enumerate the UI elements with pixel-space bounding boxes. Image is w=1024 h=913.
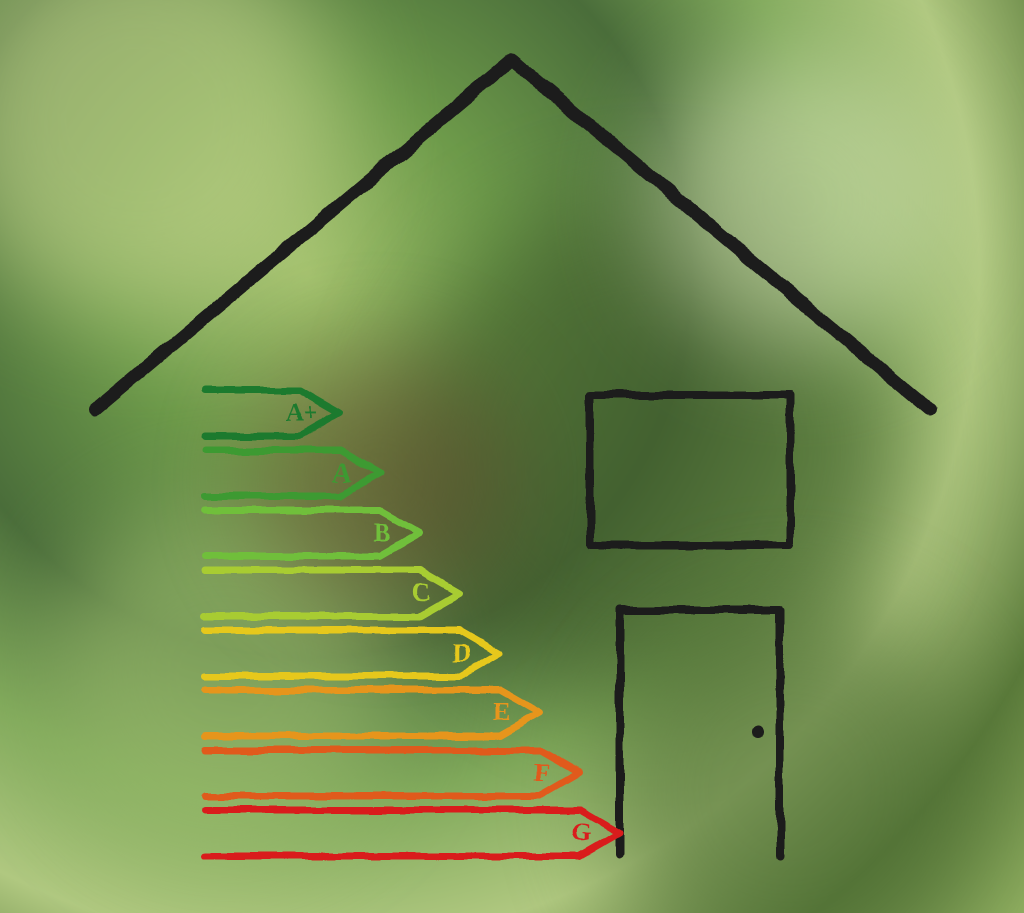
rating-arrow-aplus bbox=[205, 390, 340, 436]
energy-rating-bars: A+ A B C D E F G bbox=[205, 390, 620, 856]
rating-label-c: C bbox=[413, 578, 432, 607]
rating-arrow-a bbox=[205, 450, 380, 496]
energy-house-diagram: A+ A B C D E F G bbox=[0, 0, 1024, 913]
rating-arrow-g bbox=[205, 810, 620, 856]
rating-label-a: A bbox=[333, 458, 352, 487]
rating-label-b: B bbox=[373, 518, 390, 547]
rating-label-g: G bbox=[572, 818, 592, 847]
rating-label-aplus: A+ bbox=[285, 398, 319, 427]
rating-label-d: D bbox=[453, 638, 472, 667]
rating-label-f: F bbox=[534, 758, 550, 787]
rating-label-e: E bbox=[493, 698, 510, 727]
rating-arrow-e bbox=[205, 690, 540, 736]
rating-arrow-f bbox=[205, 750, 580, 796]
